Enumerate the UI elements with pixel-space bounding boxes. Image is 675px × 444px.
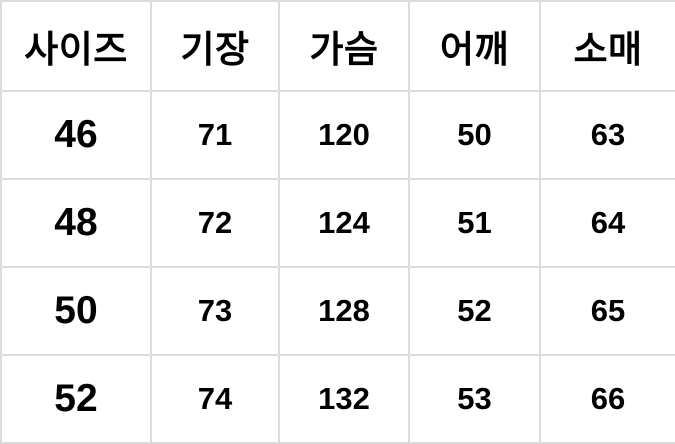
table-header-row: 사이즈 기장 가슴 어깨 소매 [0, 0, 675, 92]
table-cell-length: 71 [150, 90, 280, 180]
table-cell-length: 73 [150, 266, 280, 356]
table-row: 48 72 124 51 64 [0, 178, 675, 268]
table-cell-sleeve: 66 [539, 354, 675, 444]
table-cell-shoulder: 52 [408, 266, 541, 356]
table-cell-sleeve: 65 [539, 266, 675, 356]
table-cell-sleeve: 63 [539, 90, 675, 180]
header-cell-length: 기장 [150, 0, 280, 92]
table-cell-chest: 132 [278, 354, 410, 444]
table-cell-shoulder: 50 [408, 90, 541, 180]
table-cell-size: 52 [0, 354, 152, 444]
table-cell-chest: 128 [278, 266, 410, 356]
table-cell-size: 48 [0, 178, 152, 268]
table-cell-size: 50 [0, 266, 152, 356]
table-cell-sleeve: 64 [539, 178, 675, 268]
table-cell-length: 74 [150, 354, 280, 444]
table-row: 52 74 132 53 66 [0, 354, 675, 444]
table-cell-size: 46 [0, 90, 152, 180]
header-cell-size: 사이즈 [0, 0, 152, 92]
header-cell-chest: 가슴 [278, 0, 410, 92]
table-cell-length: 72 [150, 178, 280, 268]
table-row: 50 73 128 52 65 [0, 266, 675, 356]
table-cell-chest: 120 [278, 90, 410, 180]
table-row: 46 71 120 50 63 [0, 90, 675, 180]
header-cell-sleeve: 소매 [539, 0, 675, 92]
table-cell-shoulder: 53 [408, 354, 541, 444]
table-cell-chest: 124 [278, 178, 410, 268]
header-cell-shoulder: 어깨 [408, 0, 541, 92]
table-cell-shoulder: 51 [408, 178, 541, 268]
